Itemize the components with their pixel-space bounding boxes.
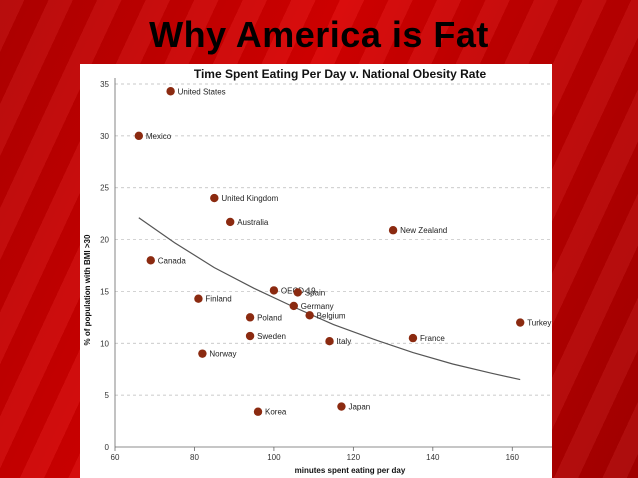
data-point-label: Spain xyxy=(305,288,325,297)
grid xyxy=(115,83,552,396)
data-point-label: Belgium xyxy=(317,311,346,320)
data-point-label: Australia xyxy=(237,218,269,227)
data-point-label: Finland xyxy=(205,295,231,304)
data-point xyxy=(408,333,418,343)
y-tick-label: 30 xyxy=(100,132,109,141)
y-tick-label: 25 xyxy=(100,184,109,193)
data-point xyxy=(198,349,207,358)
data-point xyxy=(134,131,144,141)
x-axis-label: minutes spent eating per day xyxy=(295,466,406,475)
data-point-label: Poland xyxy=(257,313,282,322)
data-point-label: France xyxy=(420,334,445,343)
y-tick-label: 5 xyxy=(105,391,110,400)
data-point xyxy=(253,407,263,416)
data-point-label: Italy xyxy=(337,337,352,346)
data-point-label: Japan xyxy=(348,403,370,412)
data-point xyxy=(325,337,334,346)
data-point xyxy=(146,256,155,265)
data-point-label: United States xyxy=(178,87,226,96)
x-tick-label: 100 xyxy=(267,453,281,462)
slide-title: Why America is Fat xyxy=(149,14,489,55)
data-point xyxy=(194,294,203,303)
data-point xyxy=(516,318,525,327)
trend-line xyxy=(138,217,521,381)
x-tick-label: 160 xyxy=(506,453,520,462)
chart-panel: Time Spent Eating Per Day v. National Ob… xyxy=(80,64,552,478)
y-tick-label: 20 xyxy=(100,236,109,245)
data-point-label: New Zealand xyxy=(400,226,447,235)
data-point xyxy=(305,311,314,320)
data-point-label: Canada xyxy=(158,256,187,265)
data-point xyxy=(210,193,219,203)
axes: 0 5 10 15 20 25 30 35 60 80 100 120 140 160 xyxy=(100,78,552,462)
data-point-label: United Kingdom xyxy=(221,194,278,203)
trend-line-group xyxy=(138,217,521,381)
data-point-label: Turkey xyxy=(527,319,551,328)
data-point xyxy=(245,313,255,322)
x-tick-label: 80 xyxy=(190,453,199,462)
data-point-label: Korea xyxy=(265,408,287,417)
y-tick-label: 35 xyxy=(100,80,109,89)
points-group: United States Mexico United Kingdom Austral… xyxy=(134,87,551,417)
x-tick-label: 60 xyxy=(111,453,120,462)
data-point xyxy=(269,286,279,295)
data-point-label: Sweden xyxy=(257,332,286,341)
data-point xyxy=(293,288,302,297)
data-point xyxy=(245,331,255,341)
data-point xyxy=(388,226,398,235)
y-tick-label: 10 xyxy=(100,339,109,348)
y-tick-label: 15 xyxy=(100,287,109,296)
y-axis-label: % of population with BMI >30 xyxy=(83,234,92,345)
data-point xyxy=(337,402,346,411)
data-point xyxy=(166,87,175,96)
data-point-label: Germany xyxy=(301,302,334,311)
x-tick-label: 140 xyxy=(426,453,440,462)
data-point-label: Mexico xyxy=(146,132,172,141)
y-tick-label: 0 xyxy=(105,443,110,452)
data-point xyxy=(289,301,298,311)
chart-title: Time Spent Eating Per Day v. National Ob… xyxy=(194,67,487,81)
data-point xyxy=(226,217,235,227)
x-tick-label: 120 xyxy=(347,453,361,462)
scatter-chart: Time Spent Eating Per Day v. National Ob… xyxy=(83,67,552,475)
data-point-label: Norway xyxy=(209,350,236,359)
